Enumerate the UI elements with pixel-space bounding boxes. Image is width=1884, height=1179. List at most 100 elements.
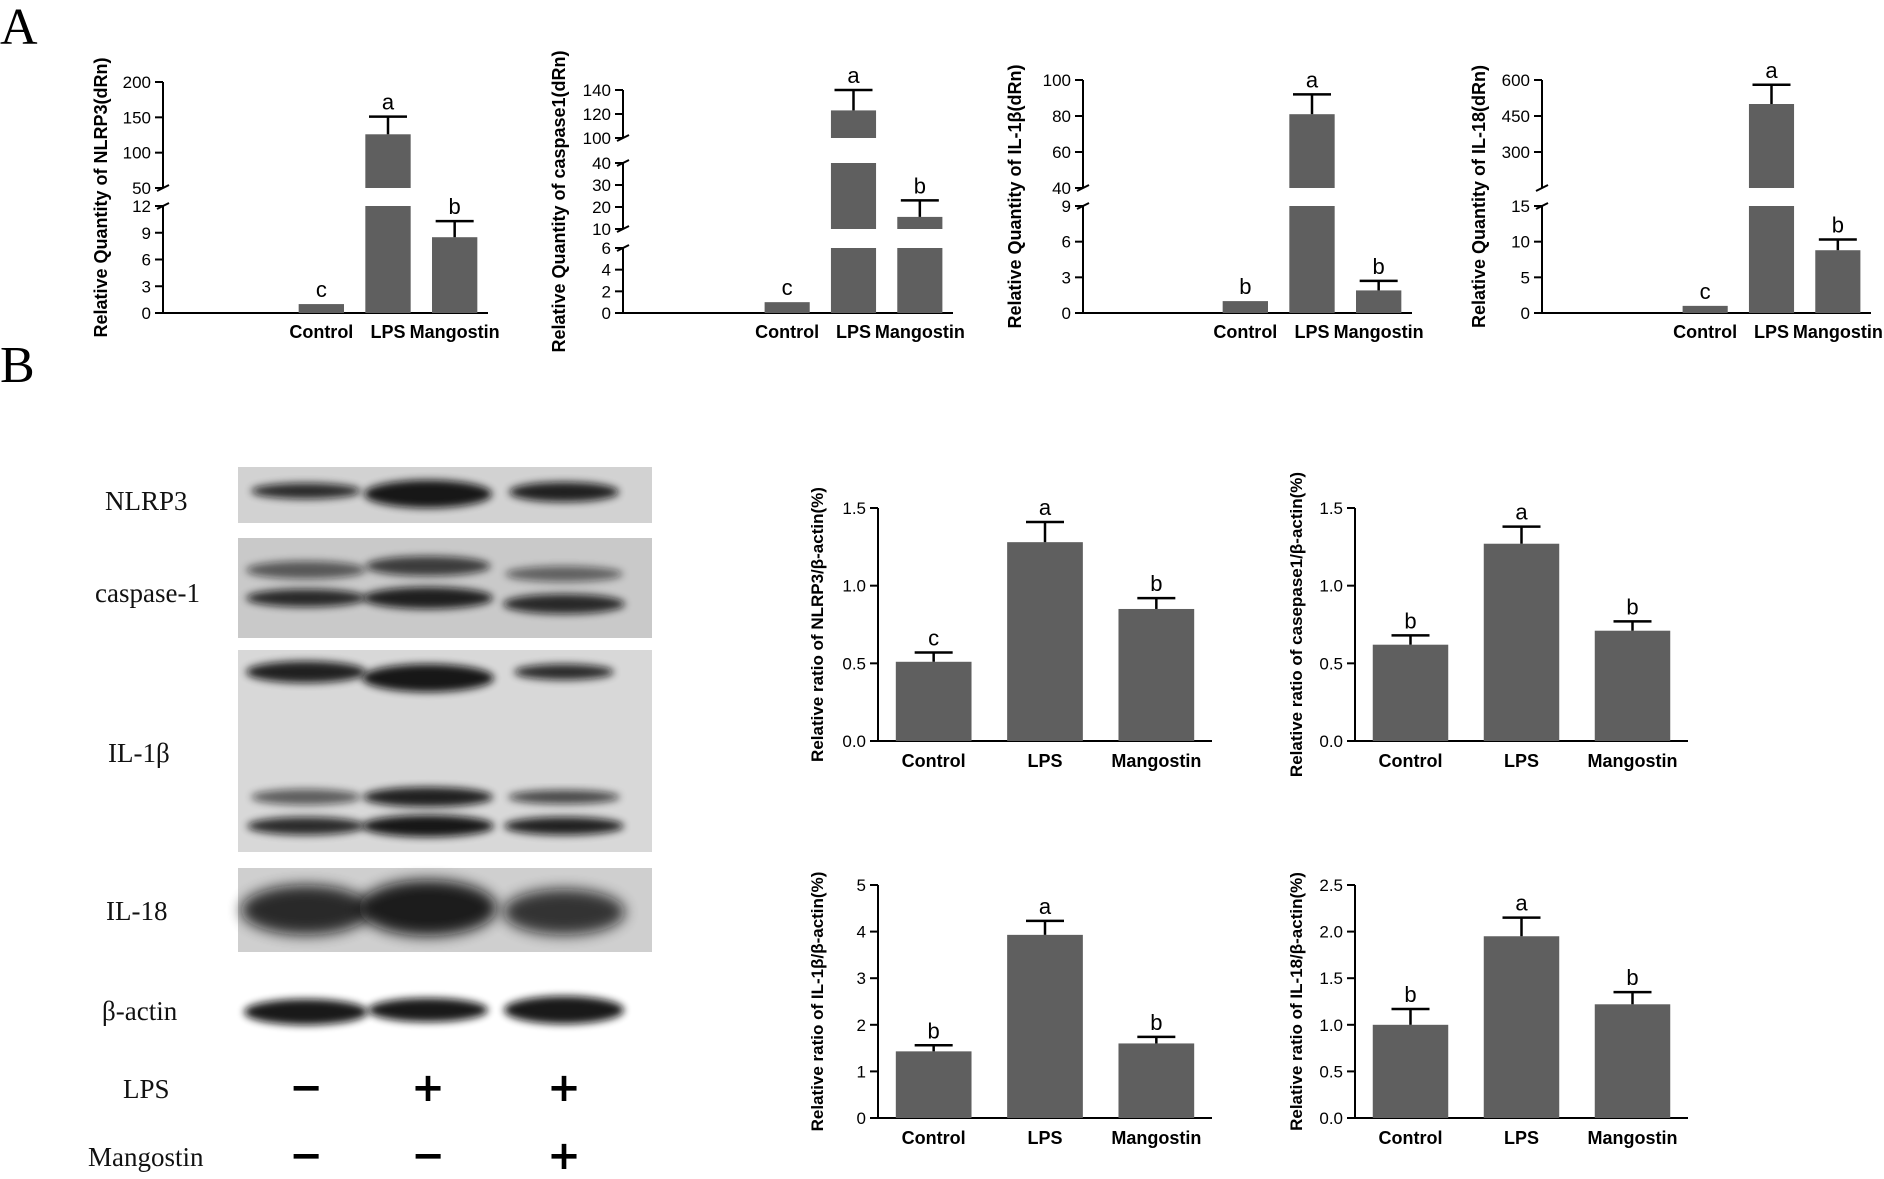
panel-label-b: B xyxy=(0,337,35,394)
significance-letter: b xyxy=(1404,982,1416,1007)
x-tick-label: Mangostin xyxy=(1334,322,1424,342)
y-tick-label: 2.0 xyxy=(1319,923,1343,942)
y-axis-label: Relative Quantity of IL-1β(dRn) xyxy=(1005,64,1025,328)
significance-letter: b xyxy=(1404,608,1416,633)
sign-mangostin-lps: − xyxy=(411,1133,445,1179)
blot-label-caspase1: caspase-1 xyxy=(95,578,200,608)
blot-band xyxy=(362,815,494,837)
bar xyxy=(897,248,943,313)
significance-letter: b xyxy=(449,194,461,219)
bar xyxy=(432,237,478,313)
sign-lps-lps: + xyxy=(411,1065,445,1111)
y-tick-label: 1 xyxy=(857,1062,866,1081)
axis-break-mark xyxy=(156,184,170,192)
y-tick-label: 1.0 xyxy=(1319,577,1343,596)
y-tick-label: 60 xyxy=(1052,143,1071,162)
blot-label-nlrp3: NLRP3 xyxy=(105,486,188,516)
y-tick-label: 140 xyxy=(583,81,611,100)
y-tick-label: 600 xyxy=(1502,71,1530,90)
y-tick-label: 0.0 xyxy=(1319,732,1343,751)
blot-band xyxy=(247,817,365,835)
blot-band xyxy=(503,889,625,935)
y-tick-label: 5 xyxy=(1521,268,1530,287)
y-axis-label: Relative ratio of NLRP3/β-actin(%) xyxy=(808,487,827,762)
bar xyxy=(1289,206,1335,313)
blot-band xyxy=(514,664,614,680)
significance-letter: b xyxy=(1832,213,1844,238)
axis-break-mark xyxy=(1076,184,1090,192)
x-tick-label: Control xyxy=(1379,1128,1443,1148)
significance-letter: b xyxy=(914,173,926,198)
axis-break-mark xyxy=(616,225,630,233)
x-tick-label: Mangostin xyxy=(1111,751,1201,771)
bar xyxy=(1594,630,1671,741)
blot-label-beta-actin: β-actin xyxy=(102,996,178,1026)
bar xyxy=(1815,250,1861,313)
y-tick-label: 0.0 xyxy=(842,732,866,751)
bar xyxy=(830,163,877,229)
significance-letter: a xyxy=(1039,894,1052,919)
chart-il18_wb: 0.0 0.5 1.0 1.5 2.0 2.5 Relative ratio of IL-1… xyxy=(1287,872,1688,1148)
bar xyxy=(1007,542,1083,741)
axis-break-mark xyxy=(616,134,630,142)
y-tick-label: 2 xyxy=(602,282,611,301)
y-tick-label: 2 xyxy=(857,1016,866,1035)
y-tick-label: 0.5 xyxy=(842,654,866,673)
treatment-label-mangostin: Mangostin xyxy=(88,1142,204,1172)
x-tick-label: Control xyxy=(902,1128,966,1148)
chart-il1b_qpcr: 0 3 6 940 60 80 100 Relative Quantity of IL-1β(… xyxy=(1005,64,1424,342)
y-tick-label: 5 xyxy=(857,876,866,895)
blot-band xyxy=(251,483,361,499)
x-tick-label: Control xyxy=(289,322,353,342)
x-tick-label: Mangostin xyxy=(875,322,965,342)
x-tick-label: Control xyxy=(902,751,966,771)
bar xyxy=(1007,934,1083,1118)
blot-band xyxy=(509,482,619,502)
bar xyxy=(1483,543,1560,741)
significance-letter: c xyxy=(928,625,939,650)
bar xyxy=(1289,114,1335,188)
significance-letter: b xyxy=(1626,965,1638,990)
bar xyxy=(1483,936,1560,1118)
x-tick-label: LPS xyxy=(1504,751,1539,771)
y-tick-label: 3 xyxy=(1062,268,1071,287)
bar xyxy=(1372,644,1449,741)
y-tick-label: 30 xyxy=(592,176,611,195)
y-tick-label: 450 xyxy=(1502,107,1530,126)
x-tick-label: Control xyxy=(1379,751,1443,771)
blot-band xyxy=(504,817,624,835)
y-tick-label: 1.0 xyxy=(842,577,866,596)
y-tick-label: 4 xyxy=(857,923,866,942)
y-tick-label: 100 xyxy=(123,144,151,163)
y-axis-label: Relative ratio of IL-18/β-actin(%) xyxy=(1287,872,1306,1131)
significance-letter: a xyxy=(1306,67,1319,92)
bar xyxy=(1682,305,1728,313)
sign-mangostin-control: − xyxy=(289,1133,323,1179)
bar xyxy=(1594,1004,1671,1118)
blot-band xyxy=(504,996,624,1024)
blot-band xyxy=(368,998,488,1022)
blot-label-il1b: IL-1β xyxy=(108,738,170,768)
y-tick-label: 2.5 xyxy=(1319,876,1343,895)
bar xyxy=(895,1051,972,1118)
x-tick-label: Control xyxy=(1673,322,1737,342)
blot-band xyxy=(246,561,366,579)
y-tick-label: 100 xyxy=(1043,71,1071,90)
axis-break-mark xyxy=(616,159,630,167)
sign-lps-mangostin: + xyxy=(547,1065,581,1111)
x-tick-label: LPS xyxy=(1504,1128,1539,1148)
bar xyxy=(1748,206,1795,313)
chart-il1b_wb: 0 1 2 3 4 5 Relative ratio of IL-1β/β-actin(%)… xyxy=(808,872,1212,1148)
y-tick-label: 3 xyxy=(142,277,151,296)
y-tick-label: 0.0 xyxy=(1319,1109,1343,1128)
significance-letter: b xyxy=(1626,594,1638,619)
blot-band xyxy=(246,589,366,607)
y-tick-label: 10 xyxy=(592,220,611,239)
y-tick-label: 200 xyxy=(123,73,151,92)
y-tick-label: 1.5 xyxy=(1319,499,1343,518)
blot-band xyxy=(246,661,366,683)
panel-label-a: A xyxy=(0,0,38,56)
y-tick-label: 12 xyxy=(132,197,151,216)
blot-band xyxy=(251,789,361,805)
y-tick-label: 15 xyxy=(1511,197,1530,216)
